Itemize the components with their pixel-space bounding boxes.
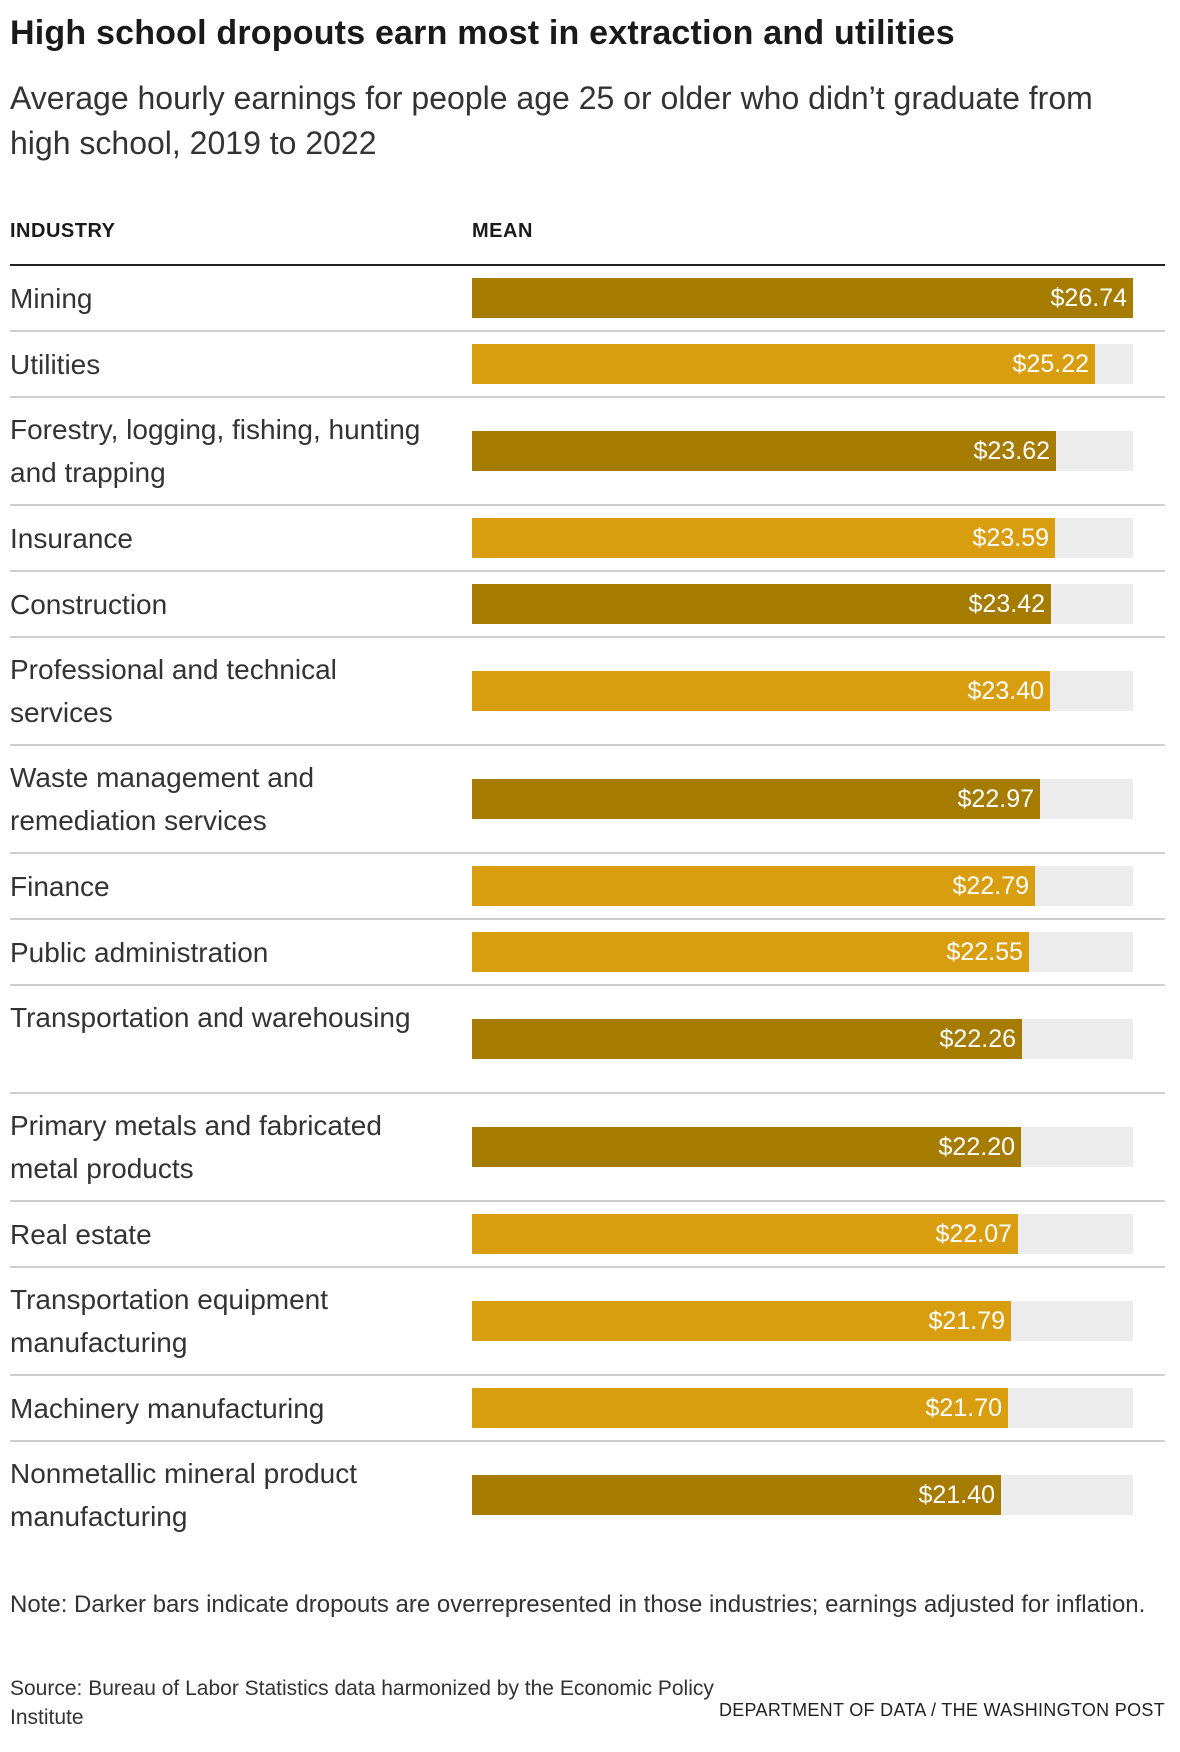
bar-value-label: $23.42 xyxy=(968,590,1045,618)
bar-row: Professional and technical services $23.4… xyxy=(10,638,1165,746)
bar-track: $22.55 xyxy=(472,932,1133,972)
bar-value-label: $26.74 xyxy=(1050,284,1127,312)
bar-track: $23.42 xyxy=(472,584,1133,624)
bar-track: $22.26 xyxy=(472,1019,1133,1059)
bar: $22.79 xyxy=(472,866,1035,906)
industry-column-header: INDUSTRY xyxy=(10,220,116,242)
bar-value-label: $25.22 xyxy=(1012,350,1089,378)
bar-track: $22.79 xyxy=(472,866,1133,906)
chart-credit: DEPARTMENT OF DATA / THE WASHINGTON POST xyxy=(718,1700,1165,1720)
bar-value-label: $22.97 xyxy=(957,785,1034,813)
bar-row: Machinery manufacturing $21.70 xyxy=(10,1376,1165,1442)
header-rule xyxy=(10,264,1165,266)
industry-label: Transportation and warehousing xyxy=(10,1002,411,1033)
bar-value-label: $22.07 xyxy=(935,1220,1012,1248)
bar-track: $21.79 xyxy=(472,1301,1133,1341)
bar-value-label: $23.62 xyxy=(973,437,1050,465)
industry-label: Nonmetallic mineral product manufacturin… xyxy=(10,1458,358,1532)
chart-title: High school dropouts earn most in extrac… xyxy=(10,14,955,52)
industry-label: Insurance xyxy=(10,522,133,554)
bar-row: Construction $23.42 xyxy=(10,572,1165,638)
industry-label: Transportation equipment manufacturing xyxy=(10,1284,329,1358)
industry-label: Professional and technical services xyxy=(10,654,337,728)
bar: $23.42 xyxy=(472,584,1051,624)
industry-label: Construction xyxy=(10,588,168,620)
bar: $26.74 xyxy=(472,278,1133,318)
bar-value-label: $21.40 xyxy=(918,1481,995,1509)
bar-value-label: $22.79 xyxy=(952,872,1029,900)
bar-track: $21.70 xyxy=(472,1388,1133,1428)
bar: $22.55 xyxy=(472,932,1029,972)
bar-row: Forestry, logging, fishing, hunting and … xyxy=(10,398,1165,506)
bar-row: Mining $26.74 xyxy=(10,266,1165,332)
bar-row: Waste management and remediation service… xyxy=(10,746,1165,854)
bar-track: $23.62 xyxy=(472,431,1133,471)
bar-value-label: $21.79 xyxy=(928,1307,1005,1335)
bar-value-label: $23.40 xyxy=(967,677,1044,705)
industry-label: Public administration xyxy=(10,936,269,968)
chart-subtitle: Average hourly earnings for people age 2… xyxy=(10,80,1093,161)
bar-track: $25.22 xyxy=(472,344,1133,384)
bar-track: $21.40 xyxy=(472,1475,1133,1515)
bar-value-label: $22.55 xyxy=(946,938,1023,966)
industry-label: Waste management and remediation service… xyxy=(10,762,315,836)
bar-value-label: $23.59 xyxy=(972,524,1049,552)
bar-row: Utilities $25.22 xyxy=(10,332,1165,398)
industry-label: Finance xyxy=(10,870,110,902)
bar: $22.20 xyxy=(472,1127,1021,1167)
bar: $23.59 xyxy=(472,518,1055,558)
bar-row: Real estate $22.07 xyxy=(10,1202,1165,1268)
bar: $22.07 xyxy=(472,1214,1018,1254)
bar-row: Finance $22.79 xyxy=(10,854,1165,920)
bar-value-label: $21.70 xyxy=(925,1394,1002,1422)
bar: $22.26 xyxy=(472,1019,1022,1059)
bar-track: $23.40 xyxy=(472,671,1133,711)
industry-label: Primary metals and fabricated metal prod… xyxy=(10,1110,382,1184)
bar: $21.79 xyxy=(472,1301,1011,1341)
bar-row: Transportation equipment manufacturing $2… xyxy=(10,1268,1165,1376)
bar-row: Primary metals and fabricated metal prod… xyxy=(10,1094,1165,1202)
bar-row: Public administration $22.55 xyxy=(10,920,1165,986)
bar: $21.40 xyxy=(472,1475,1001,1515)
bar-row: Insurance $23.59 xyxy=(10,506,1165,572)
bar-track: $22.07 xyxy=(472,1214,1133,1254)
industry-label: Real estate xyxy=(10,1218,152,1250)
industry-label: Forestry, logging, fishing, hunting and … xyxy=(10,414,421,488)
bar-value-label: $22.20 xyxy=(938,1133,1015,1161)
bar-track: $22.97 xyxy=(472,779,1133,819)
bar: $21.70 xyxy=(472,1388,1008,1428)
industry-label: Mining xyxy=(10,282,93,314)
bar-row: Nonmetallic mineral product manufacturin… xyxy=(10,1442,1165,1548)
industry-label: Machinery manufacturing xyxy=(10,1392,325,1424)
bar: $23.62 xyxy=(472,431,1056,471)
bar: $22.97 xyxy=(472,779,1040,819)
bar-track: $26.74 xyxy=(472,278,1133,318)
bar-track: $22.20 xyxy=(472,1127,1133,1167)
mean-column-header: MEAN xyxy=(472,220,533,242)
bar: $23.40 xyxy=(472,671,1050,711)
industry-label: Utilities xyxy=(10,348,101,380)
bar-value-label: $22.26 xyxy=(939,1025,1016,1053)
chart-source: Source: Bureau of Labor Statistics data … xyxy=(10,1677,714,1729)
bar-track: $23.59 xyxy=(472,518,1133,558)
bar-row: Transportation and warehousing $22.26 xyxy=(10,986,1165,1094)
chart-note: Note: Darker bars indicate dropouts are … xyxy=(10,1591,1146,1618)
bar: $25.22 xyxy=(472,344,1095,384)
